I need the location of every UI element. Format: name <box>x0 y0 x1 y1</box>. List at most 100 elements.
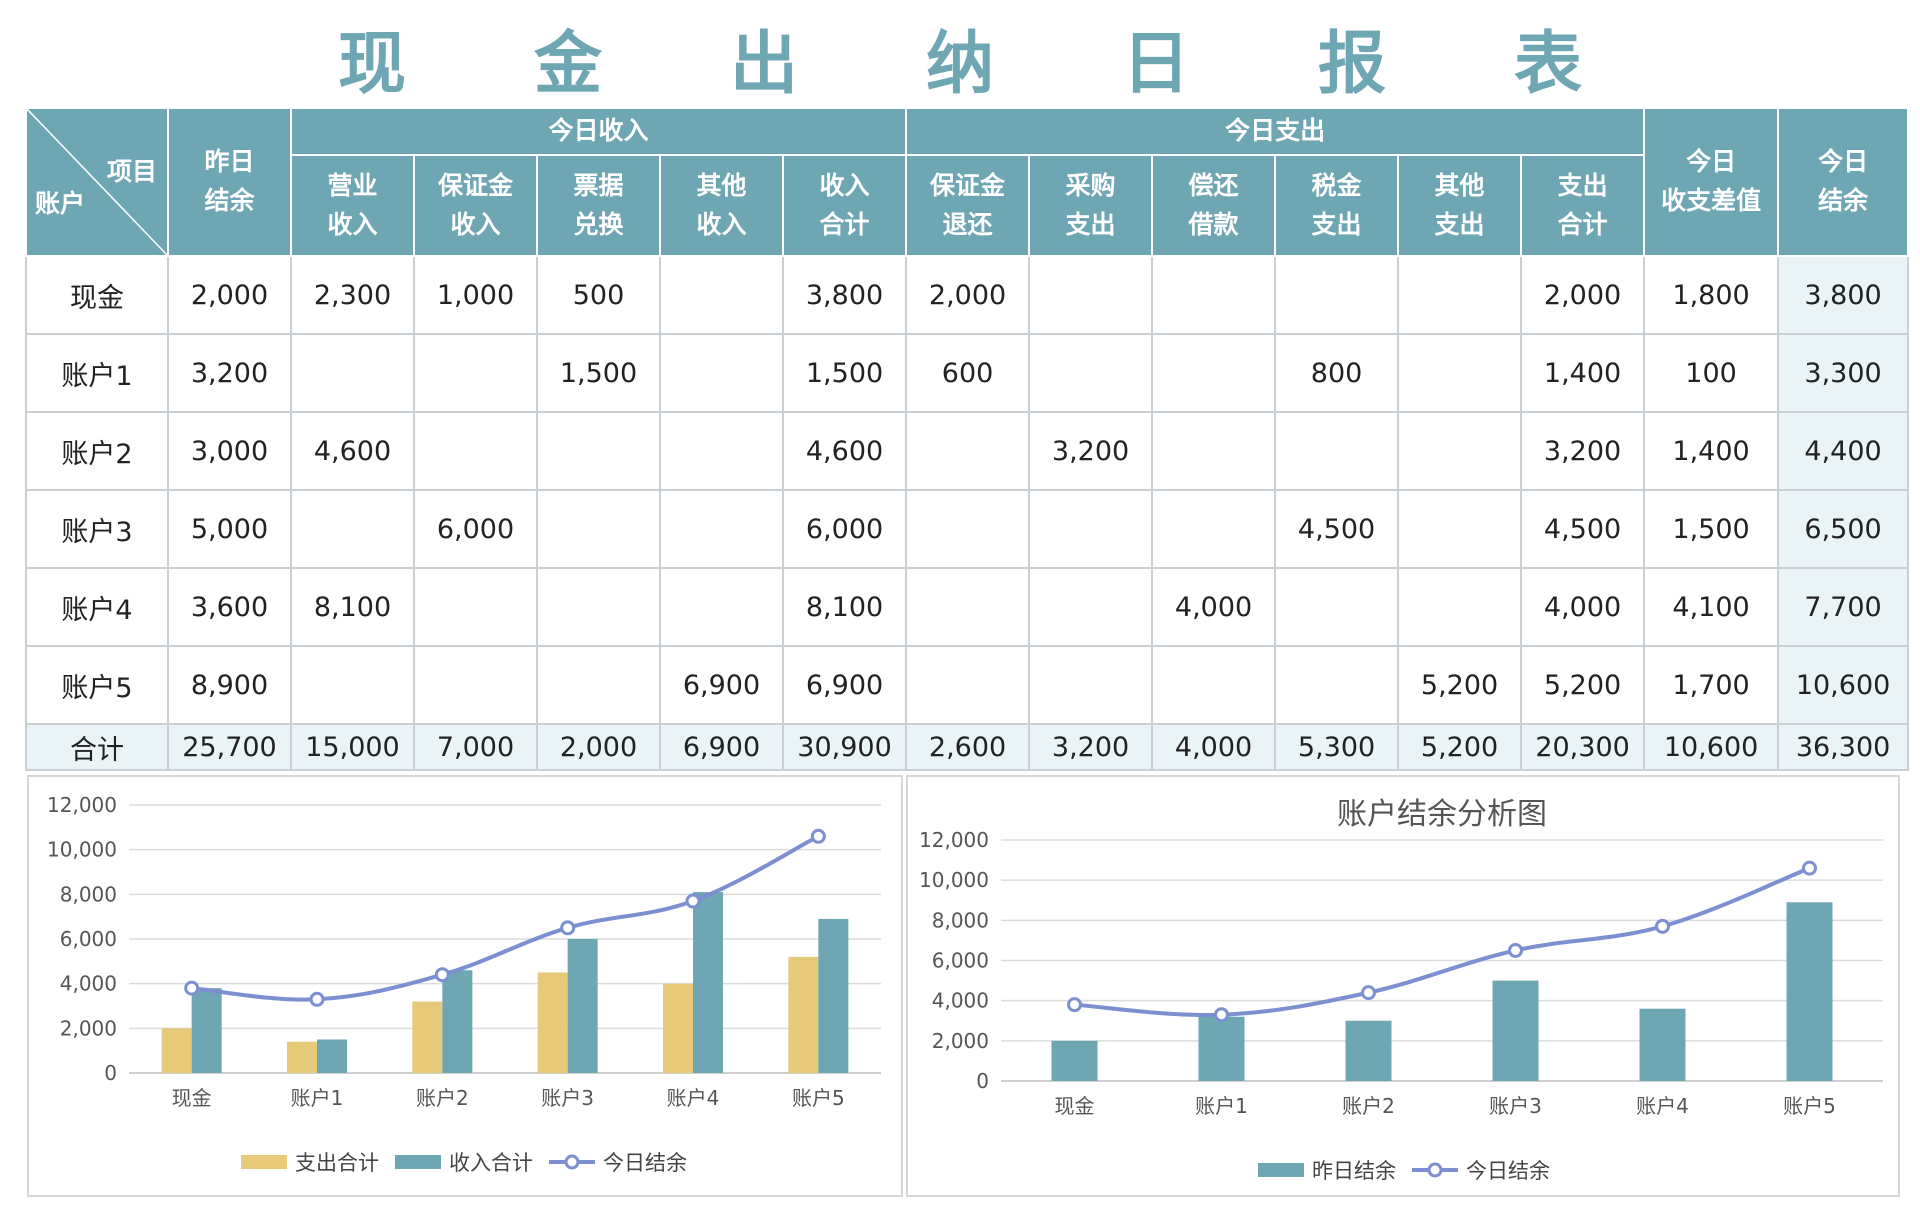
income-expense-chart: 0 2,000 4,000 6,000 8,000 10,000 12,000 现金 账户1 账户… <box>27 775 903 1197</box>
bar-昨日结余 <box>1198 1016 1245 1081</box>
table-cell: 4,400 <box>1777 411 1910 491</box>
total-cell: 5,300 <box>1274 723 1400 771</box>
table-cell: 3,600 <box>167 567 292 647</box>
table-cell <box>413 567 538 647</box>
row-label-cell: 账户1 <box>25 333 169 413</box>
row-label-cell: 账户5 <box>25 645 169 725</box>
row-label-cell: 账户2 <box>25 411 169 491</box>
table-cell: 2,000 <box>1520 255 1646 335</box>
legend-swatch <box>395 1155 441 1169</box>
total-cell: 36,300 <box>1777 723 1910 771</box>
table-cell <box>290 645 415 725</box>
header-expense-col: 税金 支出 <box>1274 154 1400 257</box>
line-point <box>1655 918 1670 934</box>
table-cell: 7,700 <box>1777 567 1910 647</box>
y-tick-label: 10,000 <box>47 838 117 862</box>
table-cell <box>536 567 661 647</box>
table-cell <box>659 255 784 335</box>
line-point <box>434 967 450 983</box>
y-tick-label: 12,000 <box>919 828 989 852</box>
total-label-cell: 合计 <box>25 723 169 771</box>
y-tick-label: 6,000 <box>60 927 117 951</box>
table-cell <box>1151 645 1277 725</box>
total-cell: 20,300 <box>1520 723 1646 771</box>
line-point <box>1361 985 1376 1001</box>
table-cell: 4,000 <box>1520 567 1646 647</box>
table-cell: 4,500 <box>1520 489 1646 569</box>
table-cell <box>659 489 784 569</box>
balance-analysis-chart: 账户结余分析图 0 2,000 4,000 6,000 8,000 10,000 12,000… <box>906 775 1900 1197</box>
x-tick-label: 账户5 <box>1783 1094 1836 1118</box>
legend-label: 今日结余 <box>1466 1159 1550 1183</box>
total-cell: 6,900 <box>659 723 784 771</box>
bar-昨日结余 <box>1492 980 1539 1081</box>
x-tick-label: 账户2 <box>416 1086 469 1110</box>
bar-收入合计 <box>693 892 723 1073</box>
bar-支出合计 <box>161 1028 192 1073</box>
total-cell: 2,600 <box>905 723 1031 771</box>
total-cell: 25,700 <box>167 723 292 771</box>
table-cell: 6,000 <box>781 489 908 569</box>
y-tick-label: 10,000 <box>919 868 989 892</box>
x-tick-label: 账户4 <box>667 1086 720 1110</box>
bar-支出合计 <box>663 983 693 1073</box>
table-cell <box>1274 645 1400 725</box>
table-cell: 4,000 <box>1151 567 1277 647</box>
table-cell <box>1151 411 1277 491</box>
header-income-group: 今日收入 <box>289 107 908 156</box>
header-expense-col: 支出 合计 <box>1520 154 1646 257</box>
legend-label: 今日结余 <box>603 1151 687 1175</box>
y-tick-label: 8,000 <box>60 882 117 906</box>
table-cell <box>1028 333 1154 413</box>
y-tick-label: 8,000 <box>932 908 989 932</box>
total-cell: 10,600 <box>1643 723 1780 771</box>
x-tick-label: 账户3 <box>1489 1094 1542 1118</box>
legend-label: 昨日结余 <box>1312 1159 1396 1183</box>
table-cell: 1,500 <box>536 333 661 413</box>
table-row: 账户2 3,000 4,600 4,600 3,200 3,200 1,400 4,400 <box>25 411 1910 491</box>
table-cell: 3,800 <box>1777 255 1910 335</box>
table-cell: 1,000 <box>413 255 538 335</box>
line-point <box>184 980 200 996</box>
table-cell <box>1274 567 1400 647</box>
table-cell: 1,500 <box>1643 489 1780 569</box>
x-tick-label: 账户4 <box>1636 1094 1689 1118</box>
diagonal-divider <box>28 110 166 254</box>
table-cell: 4,600 <box>290 411 415 491</box>
y-tick-label: 2,000 <box>60 1016 117 1040</box>
table-cell: 1,400 <box>1520 333 1646 413</box>
table-cell: 6,000 <box>413 489 538 569</box>
bar-收入合计 <box>442 970 473 1073</box>
header-expense-col: 采购 支出 <box>1028 154 1154 257</box>
header-expense-col: 其他 支出 <box>1397 154 1523 257</box>
table-cell: 2,000 <box>167 255 292 335</box>
line-point <box>685 893 701 909</box>
x-tick-label: 现金 <box>1055 1094 1095 1118</box>
line-今日结余 <box>191 834 820 1002</box>
table-cell <box>536 645 661 725</box>
table-cell <box>536 489 661 569</box>
bar-昨日结余 <box>1345 1020 1392 1081</box>
table-cell <box>413 411 538 491</box>
legend-swatch <box>241 1155 287 1169</box>
table-cell <box>1028 645 1154 725</box>
cash-report-table: 项目 账户 昨日 结余 今日收入 今日支出 今日 收支差值 今日 结余 营业 收… <box>25 107 1910 771</box>
total-row: 合计 25,700 15,000 7,000 2,000 6,900 30,900 2,600… <box>25 723 1910 771</box>
table-row: 账户3 5,000 6,000 6,000 4,500 4,500 1,500 6,500 <box>25 489 1910 569</box>
legend-label: 支出合计 <box>295 1151 379 1175</box>
bar-昨日结余 <box>1786 902 1833 1081</box>
total-cell: 7,000 <box>413 723 538 771</box>
table-cell: 4,100 <box>1643 567 1780 647</box>
table-cell <box>1397 567 1523 647</box>
table-cell: 4,500 <box>1274 489 1400 569</box>
row-label-cell: 账户4 <box>25 567 169 647</box>
table-cell <box>1274 411 1400 491</box>
table-cell: 600 <box>905 333 1031 413</box>
table-cell <box>536 411 661 491</box>
table-cell: 2,300 <box>290 255 415 335</box>
y-tick-label: 12,000 <box>47 793 117 817</box>
header-income-col: 营业 收入 <box>290 154 415 257</box>
table-row: 账户1 3,200 1,500 1,500 600 800 1,400 100 3,300 <box>25 333 1910 413</box>
table-cell <box>1274 255 1400 335</box>
x-tick-label: 账户1 <box>1195 1094 1248 1118</box>
